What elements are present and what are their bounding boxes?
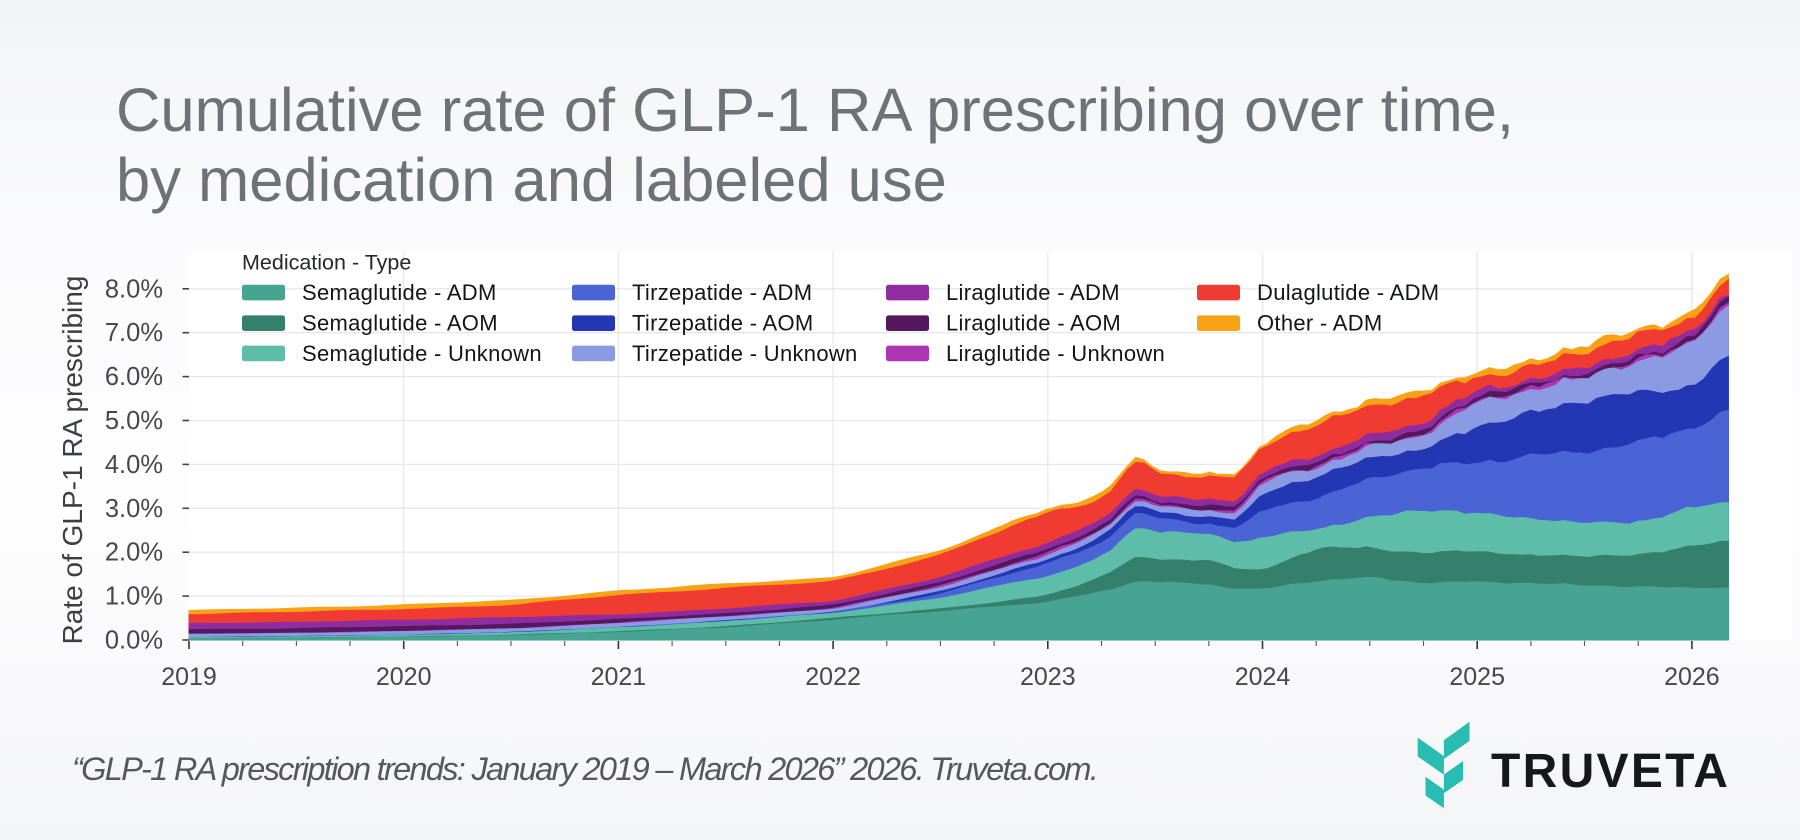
svg-text:Semaglutide - Unknown: Semaglutide - Unknown	[302, 341, 542, 366]
svg-text:Rate of GLP-1 RA prescribing: Rate of GLP-1 RA prescribing	[57, 276, 88, 645]
svg-text:1.0%: 1.0%	[105, 583, 163, 611]
svg-text:Liraglutide - Unknown: Liraglutide - Unknown	[946, 341, 1165, 366]
svg-text:Tirzepatide - AOM: Tirzepatide - AOM	[632, 311, 814, 336]
svg-text:Semaglutide - ADM: Semaglutide - ADM	[302, 280, 497, 305]
svg-text:by medication and labeled use: by medication and labeled use	[116, 146, 947, 215]
svg-text:0.0%: 0.0%	[105, 627, 163, 655]
svg-text:Medication - Type: Medication - Type	[242, 251, 411, 275]
svg-text:Liraglutide - ADM: Liraglutide - ADM	[946, 280, 1120, 305]
svg-text:Tirzepatide - ADM: Tirzepatide - ADM	[632, 280, 812, 305]
svg-text:8.0%: 8.0%	[105, 275, 163, 303]
svg-text:4.0%: 4.0%	[105, 451, 163, 479]
svg-text:2026: 2026	[1664, 663, 1720, 691]
svg-text:2022: 2022	[805, 663, 861, 691]
svg-text:2024: 2024	[1235, 663, 1291, 691]
svg-text:6.0%: 6.0%	[105, 363, 163, 391]
svg-text:2020: 2020	[376, 663, 432, 691]
svg-text:Semaglutide - AOM: Semaglutide - AOM	[302, 311, 498, 336]
svg-text:2021: 2021	[591, 663, 647, 691]
svg-text:Tirzepatide - Unknown: Tirzepatide - Unknown	[632, 341, 858, 366]
svg-text:Liraglutide - AOM: Liraglutide - AOM	[946, 311, 1121, 336]
svg-text:“GLP-1 RA prescription trends:: “GLP-1 RA prescription trends: January 2…	[72, 751, 1097, 787]
svg-text:3.0%: 3.0%	[105, 495, 163, 523]
svg-text:2.0%: 2.0%	[105, 539, 163, 567]
svg-text:Other - ADM: Other - ADM	[1257, 311, 1383, 336]
svg-text:2019: 2019	[161, 663, 217, 691]
svg-text:5.0%: 5.0%	[105, 407, 163, 435]
svg-text:Cumulative rate of GLP-1 RA pr: Cumulative rate of GLP-1 RA prescribing …	[116, 76, 1514, 145]
svg-text:2025: 2025	[1449, 663, 1505, 691]
svg-text:Dulaglutide - ADM: Dulaglutide - ADM	[1257, 280, 1439, 305]
svg-text:TRUVETA: TRUVETA	[1491, 745, 1730, 798]
svg-text:7.0%: 7.0%	[105, 319, 163, 347]
svg-text:2023: 2023	[1020, 663, 1076, 691]
